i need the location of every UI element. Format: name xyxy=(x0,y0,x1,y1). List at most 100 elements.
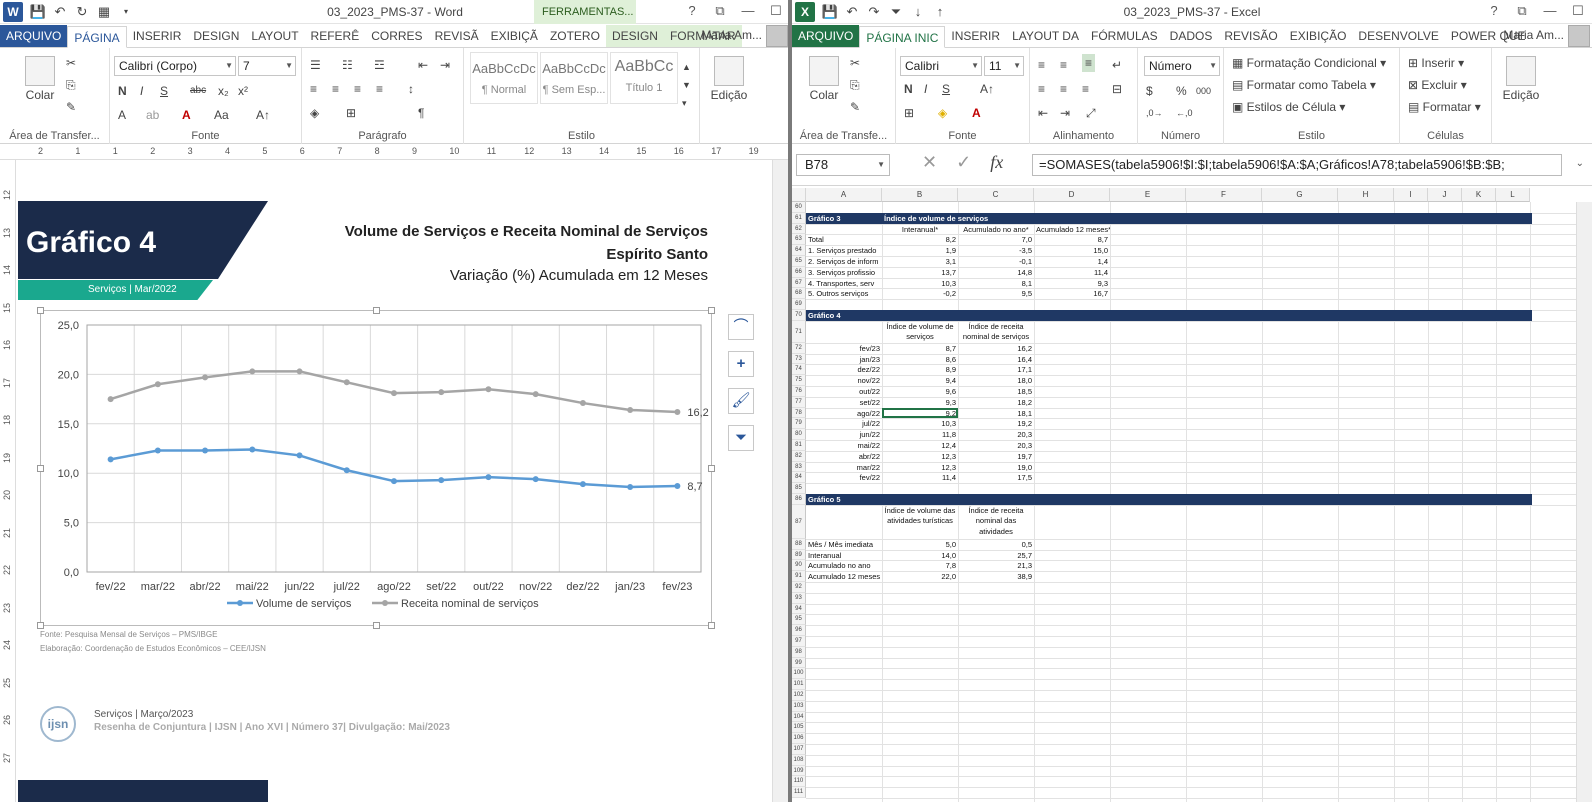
number-format-box[interactable]: Número ▼ xyxy=(1144,56,1220,76)
tab-exibicao[interactable]: EXIBIÇÃO xyxy=(1289,29,1347,43)
formula-input[interactable]: =SOMASES(tabela5906!$I:$I;tabela5906!$A:… xyxy=(1032,154,1562,176)
sheet-cell[interactable]: nov/22 xyxy=(857,376,880,386)
grow-font-icon[interactable]: A↑ xyxy=(980,82,995,96)
underline-button[interactable]: S xyxy=(942,82,951,96)
decrease-indent-icon[interactable]: ⇤ xyxy=(1038,106,1049,120)
sheet-cell[interactable]: 9,6 xyxy=(945,387,956,396)
sheet-cell[interactable]: 16,7 xyxy=(1093,289,1108,299)
sheet-cell[interactable]: 5. Outros serviços xyxy=(808,289,869,299)
numbering-icon[interactable]: ☷ xyxy=(342,58,353,72)
multilevel-icon[interactable]: ☲ xyxy=(374,58,385,72)
sheet-cell[interactable]: 38,9 xyxy=(1017,572,1032,582)
sheet-cell[interactable]: 3,1 xyxy=(945,257,956,266)
row-header[interactable]: 101 xyxy=(792,679,806,690)
name-box[interactable]: B78 ▼ xyxy=(796,154,890,176)
percent-icon[interactable]: % xyxy=(1176,84,1187,98)
row-header[interactable]: 102 xyxy=(792,690,806,701)
sheet-cell[interactable]: 8,7 xyxy=(945,343,956,353)
sheet-cell[interactable]: mar/22 xyxy=(856,462,880,472)
tab-formulas[interactable]: FÓRMULAS xyxy=(1090,29,1158,43)
row-header[interactable]: 69 xyxy=(792,299,806,310)
sheet-cell[interactable]: 1. Serviços prestado xyxy=(808,246,877,256)
sheet-cell[interactable]: Acumulado 12 meses xyxy=(808,572,881,582)
italic-button[interactable]: I xyxy=(924,82,928,96)
sheet-cell[interactable]: 21,3 xyxy=(1017,561,1032,571)
row-header[interactable]: 64 xyxy=(792,245,806,256)
tab-chart-format[interactable]: FORMATAR xyxy=(663,25,742,47)
row-header[interactable]: 94 xyxy=(792,603,806,615)
underline-button[interactable]: S xyxy=(160,84,169,98)
sheet-cell[interactable]: jun/22 xyxy=(859,430,880,440)
row-header[interactable]: 106 xyxy=(792,733,806,744)
sheet-cell[interactable]: 14,0 xyxy=(941,550,956,560)
sheet-cell[interactable]: Gráfico 5 xyxy=(808,495,841,504)
row-header[interactable]: 108 xyxy=(792,754,806,766)
format-as-table-button[interactable]: ▤ Formatar como Tabela ▾ xyxy=(1232,78,1376,92)
sheet-cell[interactable]: 18,2 xyxy=(1017,397,1032,407)
paste-button[interactable]: Colar xyxy=(802,56,846,102)
row-header[interactable]: 83 xyxy=(792,461,806,473)
sheet-cell[interactable]: out/22 xyxy=(859,387,880,396)
document-page[interactable]: Gráfico 4 Serviços | Mar/2022 Volume de … xyxy=(16,160,768,802)
resize-handle[interactable] xyxy=(708,622,715,629)
sheet-cell[interactable]: 11,8 xyxy=(941,430,956,440)
column-header[interactable]: B xyxy=(882,188,958,202)
merge-icon[interactable]: ⊟ xyxy=(1112,82,1123,96)
sheet-cell[interactable]: Interanual xyxy=(808,550,842,560)
chart-styles-brush-icon[interactable]: 🖌 xyxy=(728,388,754,414)
column-header[interactable]: E xyxy=(1110,188,1186,202)
sheet-cell[interactable]: Gráfico 3 xyxy=(808,213,841,223)
font-color-icon[interactable]: A xyxy=(182,108,191,122)
word-vertical-scrollbar[interactable] xyxy=(772,160,790,802)
row-header[interactable]: 110 xyxy=(792,776,806,788)
sheet-cell[interactable]: -0,1 xyxy=(1019,257,1032,266)
sheet-cell[interactable]: 9,2 xyxy=(945,408,956,418)
row-header[interactable]: 104 xyxy=(792,711,806,723)
bold-button[interactable]: N xyxy=(118,84,127,98)
user-name[interactable]: Maria Am... xyxy=(701,28,762,42)
sheet-cell[interactable]: 10,3 xyxy=(941,278,956,288)
row-header[interactable]: 105 xyxy=(792,722,806,734)
tab-referencias[interactable]: REFERÊ xyxy=(310,29,360,43)
sheet-cell[interactable]: 1,9 xyxy=(945,246,956,256)
tab-pagina[interactable]: PÁGINA xyxy=(67,26,127,48)
row-header[interactable]: 81 xyxy=(792,440,806,451)
increase-indent-icon[interactable]: ⇥ xyxy=(1060,106,1071,120)
align-left-icon[interactable]: ≡ xyxy=(1038,82,1046,96)
sheet-cell[interactable]: 9,3 xyxy=(1097,278,1108,288)
sheet-cell[interactable]: 7,0 xyxy=(1021,235,1032,245)
sheet-cell[interactable]: dez/22 xyxy=(857,365,880,375)
change-case-icon[interactable]: Aa xyxy=(214,108,229,122)
tab-revisao[interactable]: REVISÃO xyxy=(1224,29,1278,43)
sort-desc-icon[interactable]: ↑ xyxy=(936,4,944,19)
sheet-cell[interactable]: jul/22 xyxy=(862,419,880,429)
chart-filter-icon[interactable]: ⏷ xyxy=(728,425,754,451)
copy-icon[interactable]: ⎘ xyxy=(66,78,76,92)
row-header[interactable]: 111 xyxy=(792,787,806,798)
sheet-cell[interactable]: 15,0 xyxy=(1093,246,1108,256)
tab-exibicao[interactable]: EXIBIÇÃ xyxy=(490,29,538,43)
sheet-cell[interactable]: Índice de receita nominal das atividades xyxy=(968,505,1024,536)
redo-icon[interactable]: ↻ xyxy=(76,3,88,19)
active-cell[interactable] xyxy=(882,407,958,419)
sheet-cell[interactable]: 5,0 xyxy=(945,539,956,549)
sheet-cell[interactable]: Índice de volume de serviços xyxy=(884,213,989,223)
row-header[interactable]: 93 xyxy=(792,592,806,604)
tab-power-query[interactable]: POWER QUE xyxy=(1450,29,1526,43)
column-header[interactable]: G xyxy=(1262,188,1338,202)
ribbon-display-icon[interactable]: ⧉ xyxy=(1517,3,1527,18)
avatar[interactable] xyxy=(1568,25,1590,47)
row-header[interactable]: 80 xyxy=(792,429,806,440)
row-header[interactable]: 72 xyxy=(792,342,806,354)
cut-icon[interactable]: ✂ xyxy=(850,56,861,70)
font-color-icon[interactable]: A xyxy=(972,106,981,120)
sheet-cell[interactable]: abr/22 xyxy=(858,451,880,461)
sheet-cell[interactable]: 10,3 xyxy=(941,419,956,429)
tab-dados[interactable]: DADOS xyxy=(1169,29,1213,43)
user-name[interactable]: Maria Am... xyxy=(1503,28,1564,42)
font-name-box[interactable]: Calibri ▼ xyxy=(900,56,982,76)
sheet-cell[interactable]: 9,4 xyxy=(945,376,956,386)
save-icon[interactable]: 💾 xyxy=(29,3,47,19)
cell-styles-button[interactable]: ▣ Estilos de Célula ▾ xyxy=(1232,100,1346,114)
sheet-cell[interactable]: 16,4 xyxy=(1017,354,1032,364)
